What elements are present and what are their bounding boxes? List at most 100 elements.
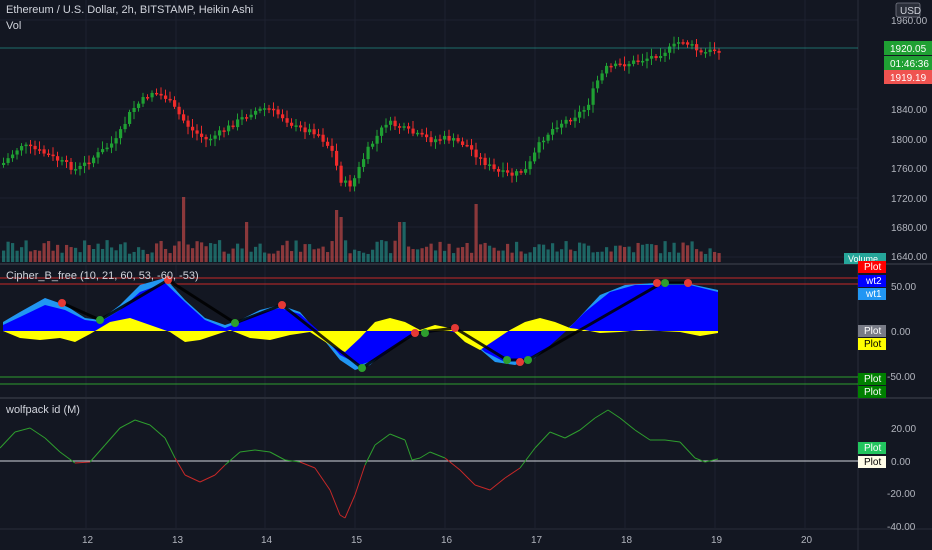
volume-bar	[506, 243, 510, 262]
candle-body	[69, 161, 73, 170]
candle-body	[402, 126, 406, 128]
candle-body	[411, 128, 415, 134]
volume-bar	[65, 244, 69, 262]
candle-body	[380, 127, 384, 136]
volume-bar	[704, 253, 708, 262]
cipher-axis[interactable]: 50.00 0.00 -50.00	[887, 282, 916, 383]
cross-dot	[58, 299, 66, 307]
wolfpack-segment	[474, 484, 491, 491]
candle-body	[645, 58, 649, 61]
wolfpack-axis[interactable]: 20.00 0.00 -20.00 -40.00	[887, 424, 916, 533]
volume-bar	[150, 252, 154, 262]
volume-bar	[470, 252, 474, 262]
volume-bar	[681, 242, 685, 262]
candle-body	[38, 149, 42, 151]
candle-body	[695, 44, 699, 51]
volume-bar	[240, 248, 244, 262]
volume-bar	[267, 253, 271, 262]
candle-body	[627, 63, 631, 67]
volume-bar	[564, 241, 568, 262]
candle-body	[132, 107, 136, 113]
volume-bar	[186, 244, 190, 262]
cipher-plot-labels: Plot wt2 wt1 Plot Plot Plot Plot	[858, 261, 886, 398]
wolfpack-segment	[694, 457, 706, 463]
wolfpack-segment	[534, 431, 551, 449]
wolfpack-segment	[119, 419, 136, 429]
time-tick: 17	[531, 535, 543, 546]
candle-body	[542, 140, 546, 143]
wolfpack-segment	[411, 457, 421, 461]
candle-body	[447, 135, 451, 141]
candle-body	[83, 162, 87, 166]
candle-body	[321, 134, 325, 142]
candle-body	[366, 146, 370, 160]
volume-bar	[636, 242, 640, 262]
wolfpack-title[interactable]: wolfpack id (M)	[5, 404, 80, 416]
wolfpack-segment	[164, 437, 176, 459]
volume-bar	[528, 252, 532, 262]
wolfpack-segment	[44, 437, 61, 453]
candle-body	[704, 52, 708, 54]
volume-bar	[222, 251, 226, 262]
time-tick: 13	[172, 535, 184, 546]
candle-body	[272, 108, 276, 111]
volume-bar	[141, 249, 145, 262]
cipher-title[interactable]: Cipher_B_free (10, 21, 60, 53, -60, -53)	[6, 270, 199, 282]
cross-dot	[684, 279, 692, 287]
candle-body	[429, 137, 433, 143]
candle-body	[173, 100, 177, 107]
volume-bar	[555, 251, 559, 262]
wolfpack-segment	[59, 451, 76, 464]
volume-bar	[591, 252, 595, 262]
wolfpack-segment	[339, 514, 346, 519]
candle-body	[623, 64, 627, 67]
wolfpack-segment	[564, 429, 581, 439]
candle-body	[479, 157, 483, 159]
volume-bar	[573, 251, 577, 262]
volume-bar	[461, 247, 465, 262]
volume-bar	[132, 251, 136, 262]
volume-bar	[443, 250, 447, 262]
price-axis[interactable]: 1960.00 1840.00 1800.00 1760.00 1720.00 …	[891, 16, 928, 263]
volume-bars	[2, 197, 721, 262]
volume-bar	[335, 210, 339, 262]
wolfpack-segment	[269, 451, 286, 461]
wolfpack-segment	[704, 458, 719, 463]
volume-bar	[249, 251, 253, 262]
wt2-label: wt2	[865, 276, 882, 287]
time-axis[interactable]: 12 13 14 15 16 17 18 19 20	[82, 535, 813, 546]
volume-bar	[447, 243, 451, 262]
volume-bar	[87, 245, 91, 262]
wolfpack-pane[interactable]	[0, 409, 858, 519]
volume-bar	[15, 250, 19, 262]
svg-text:USD: USD	[900, 6, 921, 17]
candle-body	[357, 166, 361, 179]
cross-dot	[503, 356, 511, 364]
volume-bar	[393, 240, 397, 262]
wolfpack-segment	[89, 444, 106, 463]
candle-body	[452, 138, 456, 141]
volume-bar	[29, 251, 33, 262]
candle-body	[299, 125, 303, 128]
candle-body	[33, 145, 37, 150]
volume-bar	[308, 244, 312, 262]
time-tick: 15	[351, 535, 363, 546]
volume-bar	[110, 247, 114, 262]
candle-body	[591, 88, 595, 105]
volume-bar	[596, 251, 600, 262]
candle-body	[375, 135, 379, 144]
plot-label: Plot	[864, 262, 881, 273]
cipher-b-pane[interactable]	[0, 276, 858, 385]
volume-bar	[618, 245, 622, 262]
wolfpack-segment	[489, 477, 506, 491]
volume-bar	[645, 243, 649, 262]
volume-bar	[60, 252, 64, 262]
candlesticks[interactable]	[2, 36, 721, 192]
volume-bar	[231, 248, 235, 262]
candle-body	[560, 123, 564, 128]
candle-body	[204, 136, 208, 140]
volume-bar	[177, 241, 181, 262]
currency-badge[interactable]: USD	[895, 2, 921, 18]
wt1-label: wt1	[865, 289, 882, 300]
volume-bar	[69, 247, 73, 262]
